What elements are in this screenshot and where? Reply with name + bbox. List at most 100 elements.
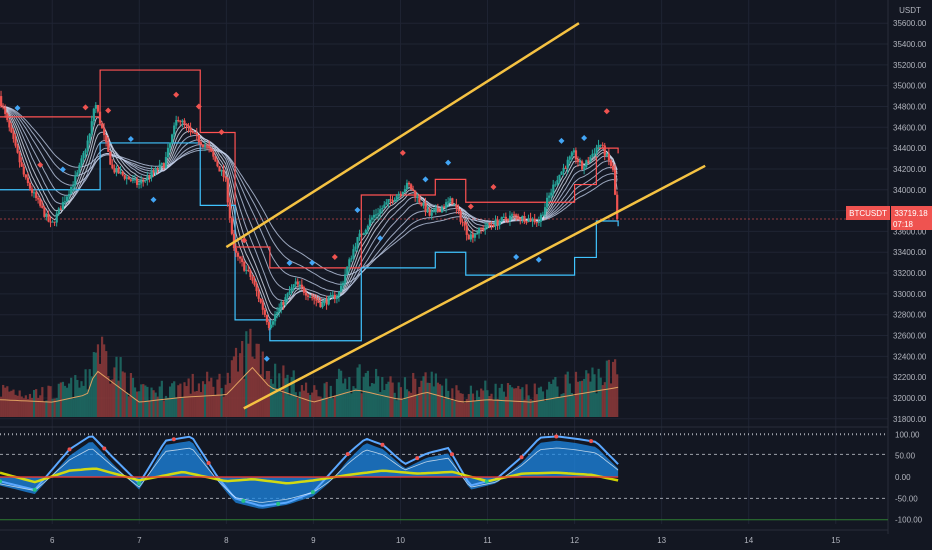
- volume-bar: [558, 397, 561, 417]
- volume-bar: [212, 386, 215, 417]
- candle-body: [255, 284, 258, 292]
- time-axis: 6 7 8 9 10 11 12 13 14 15: [50, 536, 841, 545]
- volume-bar: [259, 374, 262, 417]
- oscillator-cross-dot: [484, 479, 489, 484]
- volume-bar: [156, 396, 159, 417]
- channel-upper-line[interactable]: [225, 22, 580, 249]
- time-tick-label: 15: [831, 536, 840, 545]
- signal-diamond: [286, 259, 293, 266]
- price-tick-label: 35000.00: [893, 82, 927, 91]
- volume-bar: [463, 402, 466, 417]
- volume-bar: [187, 378, 190, 417]
- volume-bar: [158, 386, 161, 417]
- candle-body: [57, 208, 60, 214]
- candle-body: [292, 284, 295, 288]
- volume-bar: [616, 374, 619, 417]
- candle-body: [201, 144, 205, 147]
- volume-bar: [335, 378, 339, 417]
- candle-body: [140, 180, 143, 184]
- volume-bar: [45, 400, 48, 417]
- channel-lower-line[interactable]: [243, 164, 706, 410]
- candle-body: [389, 199, 392, 201]
- candle-body: [0, 96, 3, 107]
- candle-body: [138, 183, 141, 185]
- candle-body: [304, 292, 308, 296]
- candle-body: [498, 221, 501, 225]
- candle-body: [290, 287, 293, 292]
- oscillator-cross-dot: [171, 437, 176, 442]
- signal-diamond: [309, 259, 316, 266]
- volume-bar: [511, 387, 514, 417]
- candle-body: [379, 209, 382, 214]
- candle-body: [251, 276, 254, 281]
- signal-diamond: [490, 184, 497, 191]
- candle-body: [16, 145, 19, 153]
- candle-body: [440, 207, 444, 213]
- candle-body: [222, 169, 225, 177]
- candle-body: [144, 180, 147, 182]
- candle-body: [556, 180, 559, 185]
- candle-body: [335, 296, 339, 299]
- candle-body: [459, 211, 462, 222]
- candle-body: [43, 207, 46, 217]
- candle-body: [70, 186, 73, 194]
- volume-bar: [313, 385, 316, 417]
- volume-bar: [119, 357, 122, 417]
- candle-body: [175, 120, 178, 126]
- volume-bar: [546, 389, 549, 417]
- volume-bar: [171, 383, 174, 417]
- oscillator-tick-label: -100.00: [895, 516, 923, 525]
- volume-bar: [570, 392, 573, 417]
- candle-body: [20, 162, 23, 167]
- candle-body: [111, 164, 114, 169]
- volume-bar: [589, 381, 592, 417]
- volume-bar: [309, 394, 312, 417]
- candle-body: [475, 233, 479, 235]
- countdown-label: 07:18: [893, 220, 914, 229]
- time-tick-label: 11: [483, 536, 492, 545]
- signal-diamond: [14, 104, 21, 111]
- volume-bar: [150, 387, 153, 417]
- grid-layer: [0, 0, 889, 534]
- wave-line-secondary: [0, 447, 619, 503]
- candle-body: [259, 298, 262, 303]
- candle-body: [469, 234, 472, 240]
- candle-body: [284, 297, 287, 305]
- candle-body: [265, 314, 269, 323]
- candle-body: [51, 221, 54, 223]
- candle-body: [593, 153, 596, 155]
- candle-body: [385, 202, 388, 205]
- candle-body: [350, 258, 353, 260]
- candle-body: [375, 214, 378, 216]
- price-tick-label: 32600.00: [893, 332, 927, 341]
- volume-bar: [115, 356, 118, 417]
- candle-body: [541, 214, 545, 216]
- candle-body: [548, 195, 551, 198]
- volume-bar: [385, 383, 388, 417]
- candle-body: [208, 145, 211, 149]
- volume-bar: [288, 395, 291, 417]
- candle-body: [410, 184, 413, 190]
- candle-body: [414, 190, 417, 198]
- candle-body: [451, 198, 454, 205]
- candle-body: [397, 193, 400, 196]
- volume-bar: [142, 384, 145, 417]
- candle-body: [253, 280, 256, 285]
- volume-bar: [352, 386, 355, 417]
- volume-bar: [478, 396, 481, 417]
- price-tick-label: 34400.00: [893, 144, 927, 153]
- candle-body: [294, 281, 297, 285]
- volume-bar: [302, 390, 306, 417]
- candle-body: [166, 147, 170, 158]
- volume-bar: [241, 341, 244, 417]
- volume-bar: [356, 367, 359, 417]
- candle-body: [395, 195, 398, 200]
- candle-body: [581, 161, 584, 170]
- candle-body: [348, 259, 351, 267]
- volume-bar: [531, 400, 534, 417]
- volume-bar: [175, 397, 178, 417]
- volume-bar: [255, 343, 258, 417]
- volume-bar: [290, 377, 293, 417]
